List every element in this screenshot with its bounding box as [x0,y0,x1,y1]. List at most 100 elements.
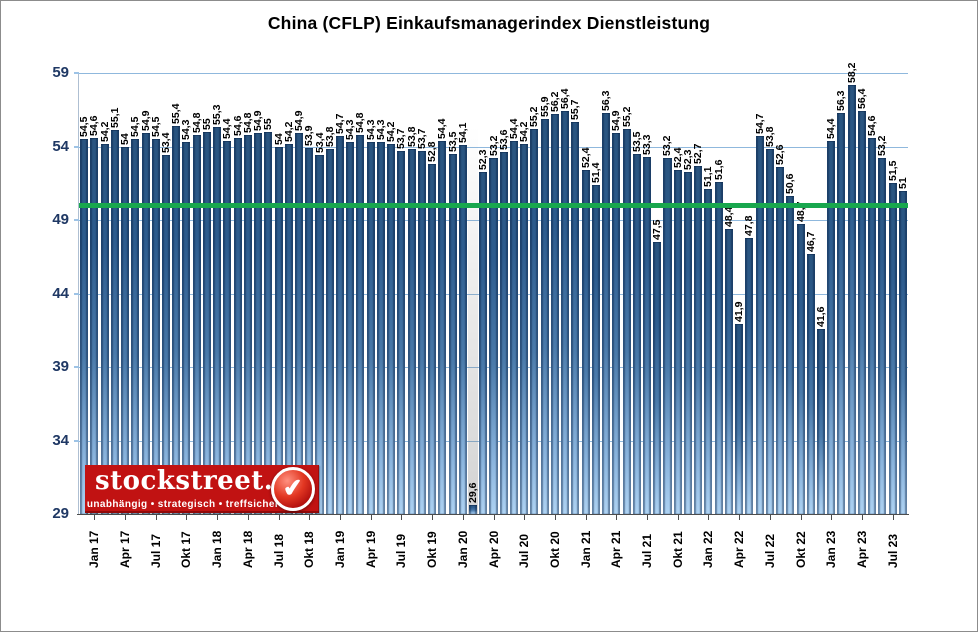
bar [346,142,355,514]
bar-value-label: 41,6 [815,306,827,327]
x-axis-tick [247,515,249,520]
bar [417,150,426,514]
bar [305,147,314,514]
x-tick-label: Okt 17 [179,531,194,568]
bar [356,134,365,514]
x-axis-tick [309,515,311,520]
bar [110,130,119,514]
x-tick-label: Jan 17 [87,530,102,568]
y-axis-label: 54 [52,137,69,155]
bar [663,158,672,514]
x-axis-tick [217,515,219,520]
x-tick-label: Jul 18 [271,533,286,568]
x-tick-label: Jan 21 [578,530,593,568]
bar [683,171,692,514]
x-axis-tick [370,515,372,520]
y-axis-tick [74,219,79,221]
gridline [79,146,908,148]
bar [745,237,754,514]
x-tick-label: Jul 17 [148,533,163,568]
bar [694,165,703,514]
x-axis-tick [647,515,649,520]
x-axis-tick [616,515,618,520]
bar [847,84,856,514]
bar [182,142,191,514]
x-axis-tick [94,515,96,520]
x-tick-label: Okt 21 [670,531,685,568]
bar [479,171,488,514]
bar [735,324,744,514]
x-axis-tick [800,515,802,520]
bar [878,158,887,514]
bar [673,170,682,514]
y-axis-tick [74,439,79,442]
bar [469,505,478,514]
bar [80,139,89,514]
x-axis-tick [462,515,464,520]
bar [233,137,242,514]
bar-value-label: 55,7 [569,99,582,120]
x-axis-tick [339,515,341,520]
x-axis-tick [739,515,741,520]
x-tick-label: Jul 23 [885,533,900,568]
bar [816,328,826,514]
x-tick-label: Jul 20 [517,533,532,568]
bar [376,142,385,514]
bar [295,133,304,514]
bar [653,242,662,514]
logo-tagline: unabhängig • strategisch • treffsicher [86,499,280,510]
bar [868,137,877,514]
bar [458,145,467,514]
bar [284,143,293,514]
bar-value-label: 41,9 [733,301,746,323]
empty-slot-shadow [467,73,479,514]
y-axis-label: 44 [52,284,69,302]
bar [192,134,201,514]
bar [704,189,713,514]
x-axis-tick [432,515,434,520]
x-axis-tick [892,515,894,520]
bar [602,112,611,514]
bar [264,131,273,514]
x-axis-tick [493,515,495,520]
bar [448,153,457,514]
x-tick-label: Apr 23 [854,530,869,568]
x-tick-label: Apr 22 [732,530,747,568]
x-axis-tick [831,515,833,520]
bar [325,149,334,514]
x-axis-tick [861,515,863,520]
bar-value-label: 29,6 [467,482,480,504]
y-axis-label: 34 [52,431,69,449]
bar [223,140,232,514]
y-axis-label: 59 [52,64,69,81]
bar [397,150,406,514]
bar [407,149,416,514]
x-tick-label: Okt 22 [793,531,808,568]
x-axis-tick [769,515,771,520]
bar [161,155,170,514]
y-axis-label: 29 [52,505,69,522]
bar [591,184,600,514]
x-tick-label: Apr 21 [609,530,624,568]
x-axis-tick [155,515,157,520]
bar [550,114,559,514]
bar [643,156,652,514]
bar-value-label: 46,7 [804,231,817,252]
bar [509,140,518,514]
x-axis-tick [585,515,587,520]
bar [898,190,907,514]
bar-value-label: 51 [896,176,909,189]
x-tick-label: Okt 20 [547,531,562,568]
y-axis-label: 39 [52,358,69,375]
bar-value-label: 53,3 [641,134,654,155]
bar [806,253,815,514]
bar-value-label: 47,8 [743,215,756,236]
bar [571,121,580,514]
threshold-line-50 [79,202,908,208]
bar [561,111,570,514]
bar [172,125,181,514]
bar [520,143,529,514]
bar [714,181,723,514]
bar [428,164,437,514]
